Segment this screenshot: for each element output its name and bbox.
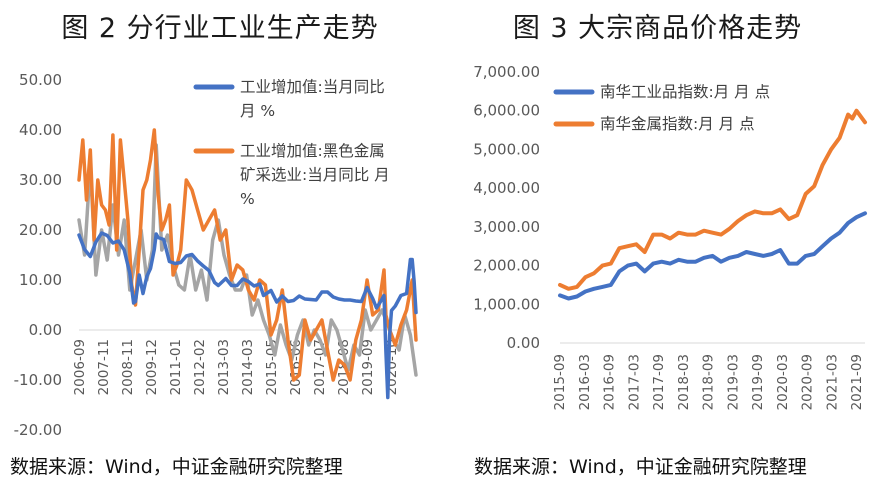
left-y-tick: 30.00 — [19, 171, 62, 189]
left-y-tick: 40.00 — [19, 121, 62, 139]
left-x-tick: 2009-12 — [144, 339, 160, 395]
left-x-tick: 2019-09 — [360, 339, 376, 395]
left-legend-label-1: 工业增加值:当月同比 — [240, 78, 385, 96]
right-y-tick: 2,000.00 — [473, 257, 540, 275]
left-y-tick: 10.00 — [19, 271, 62, 289]
right-y-tick: 1,000.00 — [473, 295, 540, 313]
left-series-3-line — [77, 143, 418, 377]
left-y-tick: 0.00 — [29, 321, 62, 339]
left-series-1-line — [77, 231, 418, 400]
left-x-tick: 2008-11 — [120, 339, 136, 395]
left-y-tick: 20.00 — [19, 221, 62, 239]
right-legend-label-2: 南华金属指数:月 月 点 — [600, 115, 755, 133]
right-y-tick: 7,000.00 — [473, 63, 540, 81]
right-x-tick: 2016-03 — [577, 354, 593, 410]
left-chart: 50.00 40.00 30.00 20.00 10.00 0.00 -10.00 -20.0… — [14, 71, 418, 439]
right-x-tick: 2021-09 — [849, 354, 865, 410]
right-x-tick: 2018-09 — [701, 354, 717, 410]
left-x-tick: 2013-03 — [216, 339, 232, 395]
right-x-tick: 2017-03 — [626, 354, 642, 410]
left-y-tick: -10.00 — [14, 371, 62, 389]
right-series-1-line — [558, 211, 867, 301]
left-y-tick: -20.00 — [14, 421, 62, 439]
right-series-2-line — [558, 108, 867, 291]
right-y-tick: 6,000.00 — [473, 102, 540, 120]
left-legend-label-1: 月 % — [240, 102, 275, 120]
left-x-tick: 2014-03 — [240, 339, 256, 395]
left-legend-label-2: 工业增加值:黑色金属 — [240, 142, 385, 160]
left-x-tick: 2011-01 — [168, 339, 184, 395]
left-x-tick: 2012-02 — [192, 339, 208, 395]
right-x-tick: 2016-09 — [602, 354, 618, 410]
left-source-note: 数据来源：Wind，中证金融研究院整理 — [10, 456, 343, 478]
right-x-tick: 2019-09 — [750, 354, 766, 410]
right-x-tick: 2020-03 — [775, 354, 791, 410]
left-y-tick: 50.00 — [19, 71, 62, 89]
left-x-tick: 2007-11 — [96, 339, 112, 395]
right-y-tick: 3,000.00 — [473, 218, 540, 236]
right-x-tick: 2018-03 — [676, 354, 692, 410]
right-x-tick: 2020-09 — [800, 354, 816, 410]
right-x-tick: 2017-09 — [651, 354, 667, 410]
right-chart: 7,000.00 6,000.00 5,000.00 4,000.00 3,000.00… — [473, 63, 867, 410]
right-x-tick: 2019-03 — [725, 354, 741, 410]
right-legend-label-1: 南华工业品指数:月 月 点 — [600, 83, 770, 101]
left-x-tick: 2006-09 — [72, 339, 88, 395]
right-figure-title: 图 3 大宗商品价格走势 — [512, 13, 803, 44]
right-x-tick: 2015-09 — [552, 354, 568, 410]
left-figure-title: 图 2 分行业工业生产走势 — [61, 13, 379, 44]
right-y-tick: 5,000.00 — [473, 140, 540, 158]
right-source-note: 数据来源：Wind，中证金融研究院整理 — [474, 456, 807, 478]
right-figure: 图 3 大宗商品价格走势 7,000.00 6,000.00 5,000.00 4,0… — [440, 0, 875, 487]
right-y-tick: 4,000.00 — [473, 179, 540, 197]
left-legend-label-2: % — [240, 190, 255, 208]
right-y-tick: 0.00 — [507, 334, 540, 352]
right-x-tick: 2021-03 — [824, 354, 840, 410]
left-figure: 图 2 分行业工业生产走势 50.00 40.00 30.00 20.00 10.00 0… — [10, 13, 418, 478]
left-legend-label-2: 矿采选业:当月同比 月 — [240, 166, 390, 184]
left-series-2-line — [77, 128, 418, 382]
